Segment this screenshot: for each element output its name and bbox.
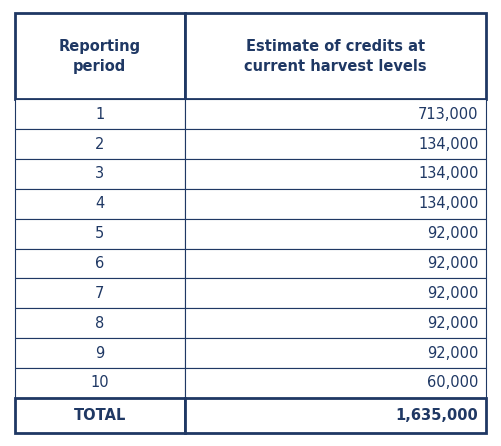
Bar: [15, 13, 184, 99]
Text: 92,000: 92,000: [427, 256, 478, 271]
Bar: [184, 13, 486, 99]
Text: 6: 6: [95, 256, 104, 271]
Text: TOTAL: TOTAL: [74, 408, 126, 423]
Text: Reporting
period: Reporting period: [59, 39, 141, 74]
Text: 134,000: 134,000: [418, 136, 478, 152]
Bar: [15, 308, 184, 338]
Bar: [15, 189, 184, 219]
Text: 8: 8: [95, 316, 104, 330]
Text: 92,000: 92,000: [427, 226, 478, 241]
Text: 134,000: 134,000: [418, 196, 478, 211]
Bar: [184, 248, 486, 278]
Text: Estimate of credits at
current harvest levels: Estimate of credits at current harvest l…: [244, 39, 426, 74]
Text: 5: 5: [95, 226, 104, 241]
Text: 713,000: 713,000: [418, 107, 478, 122]
Bar: [184, 159, 486, 189]
Bar: [184, 398, 486, 433]
Bar: [15, 159, 184, 189]
Bar: [184, 219, 486, 248]
Bar: [184, 278, 486, 308]
Bar: [15, 99, 184, 129]
Bar: [184, 129, 486, 159]
Text: 7: 7: [95, 286, 105, 301]
Bar: [15, 219, 184, 248]
Bar: [15, 338, 184, 368]
Bar: [184, 338, 486, 368]
Text: 9: 9: [95, 346, 104, 360]
Text: 60,000: 60,000: [427, 376, 478, 390]
Text: 2: 2: [95, 136, 105, 152]
Text: 10: 10: [91, 376, 109, 390]
Text: 92,000: 92,000: [427, 346, 478, 360]
Bar: [15, 278, 184, 308]
Bar: [184, 368, 486, 398]
Bar: [15, 129, 184, 159]
Bar: [15, 248, 184, 278]
Text: 92,000: 92,000: [427, 316, 478, 330]
Text: 134,000: 134,000: [418, 166, 478, 182]
Text: 3: 3: [95, 166, 104, 182]
Bar: [15, 398, 184, 433]
Text: 1,635,000: 1,635,000: [396, 408, 478, 423]
Bar: [184, 189, 486, 219]
Bar: [15, 368, 184, 398]
Text: 4: 4: [95, 196, 104, 211]
Bar: [184, 308, 486, 338]
Bar: [184, 99, 486, 129]
Text: 1: 1: [95, 107, 104, 122]
Text: 92,000: 92,000: [427, 286, 478, 301]
